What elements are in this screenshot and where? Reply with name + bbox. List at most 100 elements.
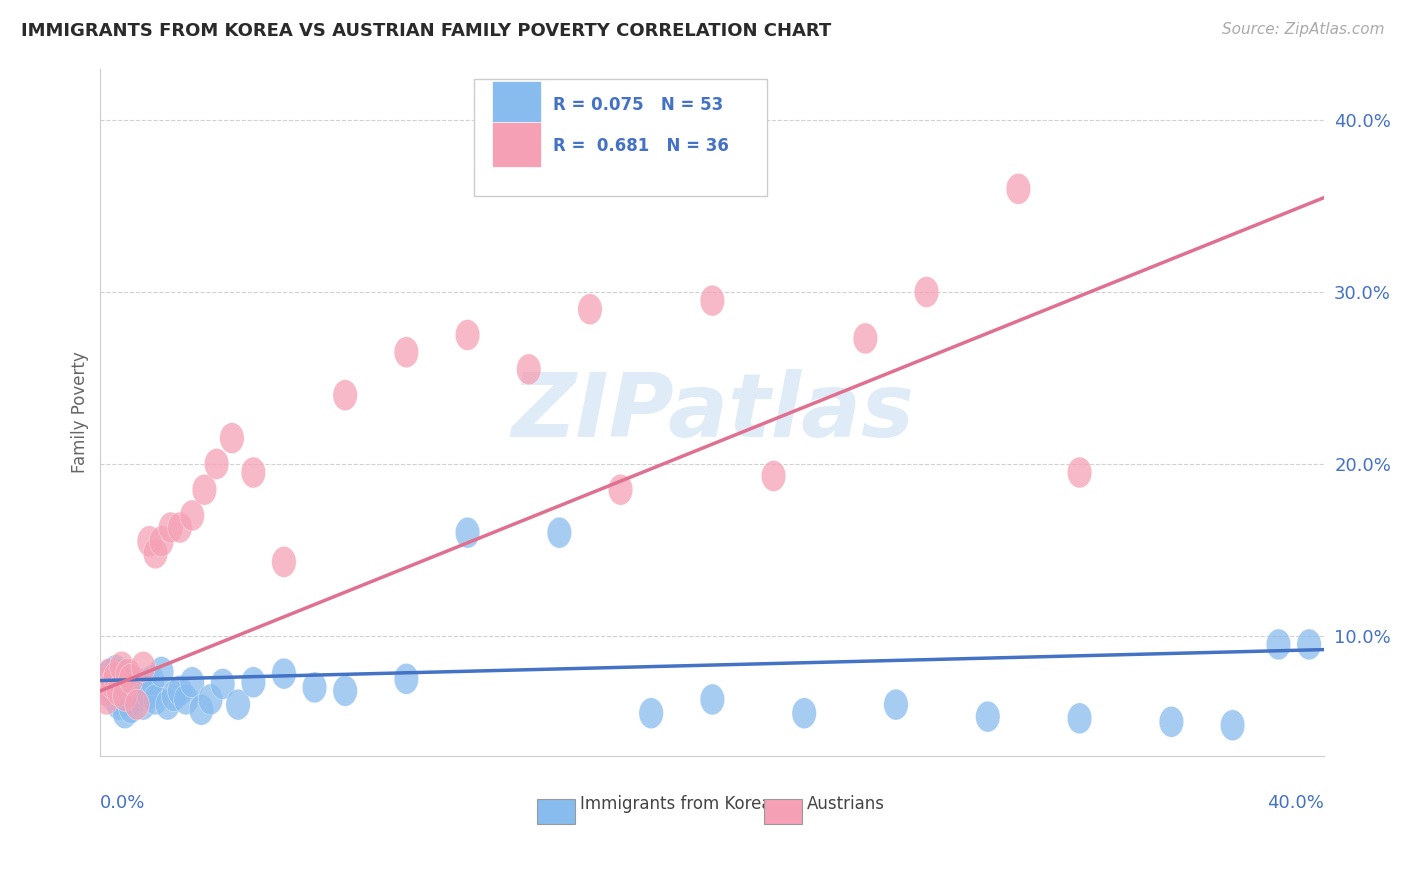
Ellipse shape — [134, 675, 159, 706]
Ellipse shape — [94, 667, 118, 698]
Ellipse shape — [1296, 629, 1322, 660]
FancyBboxPatch shape — [474, 78, 768, 195]
Ellipse shape — [104, 662, 128, 692]
Ellipse shape — [853, 323, 877, 354]
Ellipse shape — [118, 664, 143, 694]
Ellipse shape — [240, 457, 266, 488]
Ellipse shape — [141, 665, 165, 696]
Text: Source: ZipAtlas.com: Source: ZipAtlas.com — [1222, 22, 1385, 37]
Ellipse shape — [174, 684, 198, 714]
Ellipse shape — [110, 686, 134, 716]
Ellipse shape — [700, 285, 724, 316]
Ellipse shape — [219, 423, 245, 454]
Ellipse shape — [97, 668, 122, 699]
Text: Austrians: Austrians — [807, 796, 884, 814]
Ellipse shape — [107, 690, 131, 720]
Ellipse shape — [97, 658, 122, 690]
Ellipse shape — [302, 672, 326, 703]
Ellipse shape — [131, 690, 156, 720]
Text: ZIPatlas: ZIPatlas — [510, 369, 914, 456]
Y-axis label: Family Poverty: Family Poverty — [72, 351, 89, 474]
Ellipse shape — [609, 475, 633, 505]
Ellipse shape — [94, 684, 118, 714]
Ellipse shape — [91, 664, 115, 694]
FancyBboxPatch shape — [763, 799, 801, 823]
Ellipse shape — [159, 512, 183, 543]
Ellipse shape — [112, 698, 136, 729]
Ellipse shape — [122, 673, 146, 705]
Text: 0.0%: 0.0% — [100, 794, 146, 812]
Ellipse shape — [271, 658, 297, 690]
Ellipse shape — [162, 681, 186, 712]
Ellipse shape — [128, 668, 152, 699]
Ellipse shape — [547, 517, 572, 549]
FancyBboxPatch shape — [492, 80, 541, 125]
Ellipse shape — [167, 675, 193, 706]
Ellipse shape — [91, 667, 115, 698]
Ellipse shape — [125, 690, 149, 720]
Ellipse shape — [578, 293, 602, 325]
Ellipse shape — [115, 658, 141, 690]
Ellipse shape — [156, 690, 180, 720]
FancyBboxPatch shape — [537, 799, 575, 823]
Ellipse shape — [333, 675, 357, 706]
Ellipse shape — [188, 694, 214, 725]
Ellipse shape — [1159, 706, 1184, 738]
Ellipse shape — [193, 475, 217, 505]
Ellipse shape — [94, 672, 118, 703]
Ellipse shape — [112, 681, 136, 712]
Ellipse shape — [456, 517, 479, 549]
FancyBboxPatch shape — [492, 122, 541, 167]
Ellipse shape — [226, 690, 250, 720]
Ellipse shape — [1067, 703, 1092, 734]
Ellipse shape — [100, 681, 125, 712]
Ellipse shape — [204, 449, 229, 479]
Ellipse shape — [1007, 173, 1031, 204]
Ellipse shape — [118, 668, 143, 699]
Text: IMMIGRANTS FROM KOREA VS AUSTRIAN FAMILY POVERTY CORRELATION CHART: IMMIGRANTS FROM KOREA VS AUSTRIAN FAMILY… — [21, 22, 831, 40]
Ellipse shape — [167, 512, 193, 543]
Ellipse shape — [94, 675, 118, 706]
Text: R =  0.681   N = 36: R = 0.681 N = 36 — [553, 137, 730, 155]
Ellipse shape — [180, 500, 204, 531]
Ellipse shape — [136, 679, 162, 710]
Ellipse shape — [1220, 710, 1244, 740]
Ellipse shape — [792, 698, 817, 729]
Ellipse shape — [271, 547, 297, 577]
Ellipse shape — [761, 460, 786, 491]
Ellipse shape — [143, 538, 167, 569]
Ellipse shape — [136, 525, 162, 557]
Ellipse shape — [149, 657, 174, 688]
Ellipse shape — [333, 380, 357, 410]
Ellipse shape — [125, 681, 149, 712]
Ellipse shape — [110, 651, 134, 682]
Ellipse shape — [110, 658, 134, 690]
Ellipse shape — [97, 658, 122, 690]
Ellipse shape — [456, 319, 479, 351]
Ellipse shape — [118, 692, 143, 723]
Ellipse shape — [198, 684, 222, 714]
Ellipse shape — [884, 690, 908, 720]
Ellipse shape — [240, 667, 266, 698]
Ellipse shape — [107, 665, 131, 696]
Ellipse shape — [107, 675, 131, 706]
Text: 40.0%: 40.0% — [1268, 794, 1324, 812]
Ellipse shape — [1267, 629, 1291, 660]
Ellipse shape — [700, 684, 724, 714]
Ellipse shape — [104, 655, 128, 686]
Text: R = 0.075   N = 53: R = 0.075 N = 53 — [553, 96, 724, 114]
Ellipse shape — [976, 701, 1000, 732]
Ellipse shape — [638, 698, 664, 729]
Ellipse shape — [131, 651, 156, 682]
Ellipse shape — [180, 667, 204, 698]
Ellipse shape — [100, 668, 125, 699]
Ellipse shape — [100, 662, 125, 692]
Text: Immigrants from Korea: Immigrants from Korea — [581, 796, 772, 814]
Ellipse shape — [1067, 457, 1092, 488]
Ellipse shape — [143, 684, 167, 714]
Ellipse shape — [104, 675, 128, 706]
Ellipse shape — [914, 277, 939, 308]
Ellipse shape — [394, 664, 419, 694]
Ellipse shape — [149, 525, 174, 557]
Ellipse shape — [115, 662, 141, 692]
